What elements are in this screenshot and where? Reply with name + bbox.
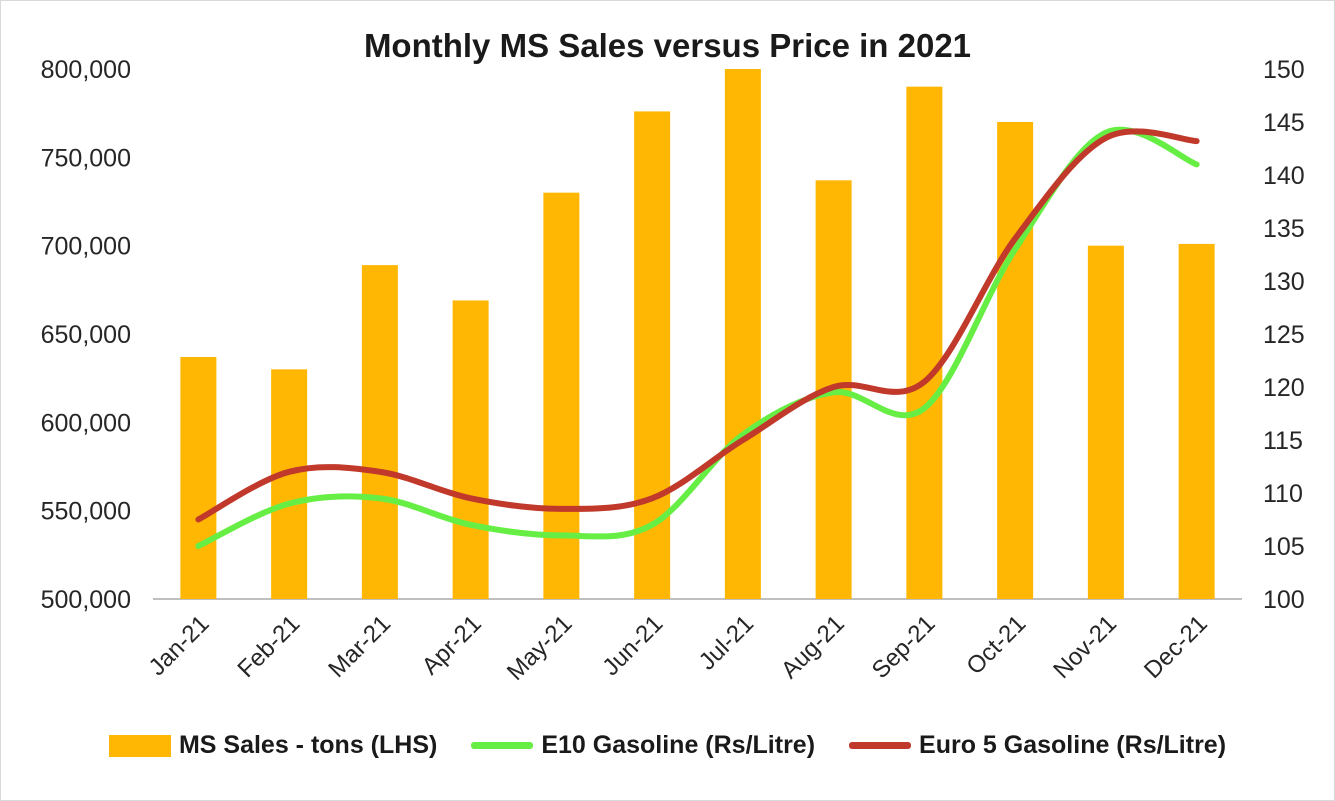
bar-ms-sales <box>906 86 943 599</box>
bar-ms-sales <box>1178 243 1215 599</box>
x-tick-label: Dec-21 <box>1139 610 1213 684</box>
y-right-tick-label: 125 <box>1263 321 1305 349</box>
legend-swatch-e10 <box>471 742 534 749</box>
x-tick-label: Feb-21 <box>233 610 306 683</box>
legend-swatch-ms-sales <box>108 734 171 757</box>
legend-item-ms-sales: MS Sales - tons (LHS) <box>108 731 438 760</box>
y-left-tick-label: 750,000 <box>41 144 131 172</box>
bar-ms-sales <box>1087 245 1124 599</box>
y-right-tick-label: 135 <box>1263 215 1305 243</box>
x-tick-label: Apr-21 <box>417 610 487 680</box>
legend-item-e10: E10 Gasoline (Rs/Litre) <box>471 731 815 760</box>
line-euro5 <box>195 128 1200 523</box>
legend-swatch-euro5 <box>849 742 912 749</box>
y-right-tick-label: 105 <box>1263 533 1305 561</box>
x-tick-label: Oct-21 <box>961 610 1031 680</box>
y-left-tick-label: 800,000 <box>41 56 131 84</box>
x-tick-label: Jan-21 <box>144 610 215 681</box>
chart-legend: MS Sales - tons (LHS) E10 Gasoline (Rs/L… <box>1 731 1334 760</box>
bar-ms-sales <box>180 356 217 599</box>
line-e10 <box>195 126 1200 549</box>
x-tick-label: Jul-21 <box>694 610 759 675</box>
y-right-tick-label: 140 <box>1263 162 1305 190</box>
bar-ms-sales <box>361 265 398 599</box>
x-tick-label: Sep-21 <box>867 610 941 684</box>
legend-label-e10: E10 Gasoline (Rs/Litre) <box>541 731 816 759</box>
y-right-tick-label: 100 <box>1263 586 1305 614</box>
y-left-tick-label: 600,000 <box>41 409 131 437</box>
x-tick-label: Jun-21 <box>597 610 668 681</box>
y-right-tick-label: 150 <box>1263 56 1305 84</box>
legend-item-euro5: Euro 5 Gasoline (Rs/Litre) <box>849 731 1226 760</box>
bar-ms-sales <box>271 369 308 599</box>
bar-ms-sales <box>724 69 761 599</box>
x-tick-label: Aug-21 <box>776 610 850 684</box>
x-tick-label: May-21 <box>502 610 578 686</box>
chart-plot: 500,000 550,000 600,000 650,000 700,000 750,0… <box>41 56 1305 686</box>
bar-ms-sales <box>543 192 580 599</box>
y-left-tick-label: 500,000 <box>41 586 131 614</box>
x-tick-label: Mar-21 <box>323 610 396 683</box>
bar-ms-sales <box>997 122 1034 599</box>
y-right-tick-label: 115 <box>1263 427 1303 455</box>
legend-label-euro5: Euro 5 Gasoline (Rs/Litre) <box>919 731 1227 759</box>
y-right-tick-label: 120 <box>1263 374 1305 402</box>
chart-title: Monthly MS Sales versus Price in 2021 <box>363 27 972 64</box>
y-left-tick-label: 700,000 <box>41 233 131 261</box>
bar-ms-sales <box>452 300 489 599</box>
legend-label-ms-sales: MS Sales - tons (LHS) <box>178 731 438 759</box>
y-right-tick-label: 130 <box>1263 268 1305 296</box>
x-tick-label: Nov-21 <box>1048 610 1122 684</box>
y-left-tick-label: 550,000 <box>41 498 131 526</box>
y-right-tick-label: 145 <box>1263 109 1305 137</box>
y-right-tick-label: 110 <box>1263 480 1303 508</box>
y-left-tick-label: 650,000 <box>41 321 131 349</box>
